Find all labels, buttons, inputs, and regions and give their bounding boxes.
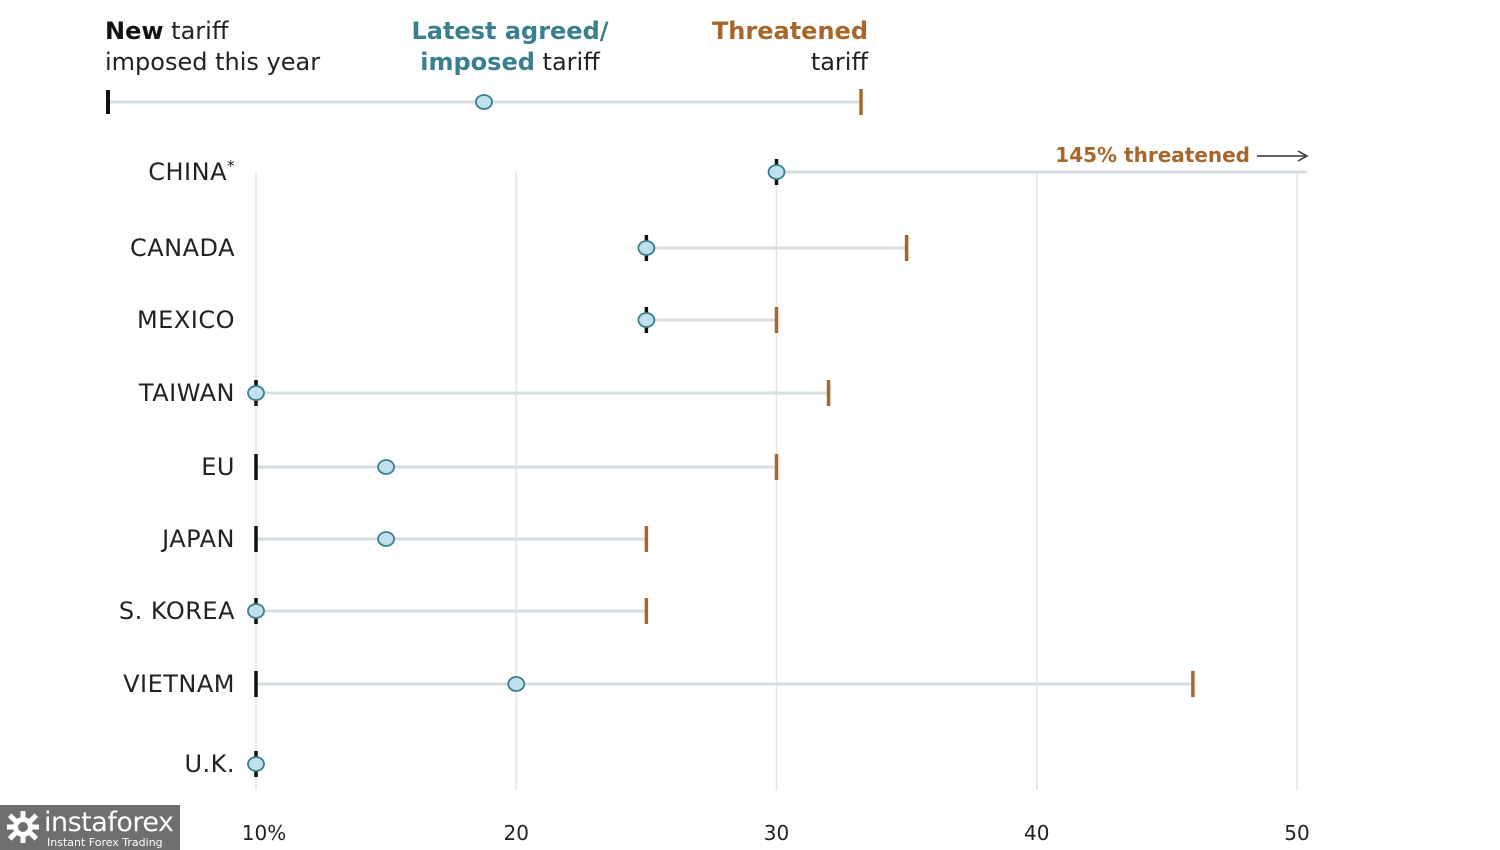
latest-tariff-marker (377, 459, 396, 475)
row-japan: JAPAN (160, 525, 649, 553)
x-tick-label: 50 (1284, 821, 1309, 845)
row-eu: EU (201, 453, 779, 481)
legend-new-line1: New tariff (105, 17, 229, 45)
latest-tariff-marker (247, 756, 265, 772)
watermark-brand: instaforex (44, 807, 174, 838)
gear-logo-icon (7, 811, 39, 843)
country-label: S. KOREA (119, 597, 235, 625)
latest-tariff-marker (637, 312, 656, 328)
legend-latest-marker (475, 94, 493, 110)
country-label: TAIWAN (138, 379, 235, 407)
latest-tariff-marker (247, 603, 265, 619)
row-u-k: U.K. (184, 750, 265, 778)
country-label: JAPAN (160, 525, 235, 553)
latest-tariff-marker (767, 164, 786, 180)
row-mexico: MEXICO (137, 306, 779, 334)
x-tick-label: 20 (504, 821, 529, 845)
country-label: U.K. (184, 750, 235, 778)
country-label: CHINA* (148, 157, 235, 186)
country-label: CANADA (130, 234, 235, 262)
x-tick-label: 40 (1024, 821, 1049, 845)
legend-threatened-line2: tariff (811, 48, 869, 76)
latest-tariff-marker (247, 385, 265, 401)
latest-tariff-marker (507, 676, 526, 692)
row-china: CHINA* 145% threatened (148, 143, 1309, 186)
country-label: EU (201, 453, 235, 481)
watermark: instaforex Instant Forex Trading (0, 805, 180, 850)
country-label: MEXICO (137, 306, 235, 334)
legend-threatened-line1: Threatened (712, 17, 868, 45)
legend-new-line2: imposed this year (105, 48, 320, 76)
watermark-tagline: Instant Forex Trading (47, 836, 163, 849)
legend-latest-line1: Latest agreed/ (411, 17, 608, 45)
threatened-note: 145% threatened (1055, 143, 1250, 167)
row-canada: CANADA (130, 234, 909, 262)
row-vietnam: VIETNAM (123, 670, 1195, 698)
latest-tariff-marker (377, 531, 396, 547)
row-s-korea: S. KOREA (119, 597, 649, 625)
legend: New tariff imposed this year Latest agre… (105, 17, 868, 115)
x-tick-label: 30 (764, 821, 789, 845)
latest-tariff-marker (637, 240, 656, 256)
row-taiwan: TAIWAN (138, 379, 831, 407)
arrow-head-icon (1297, 150, 1309, 162)
rows: CHINA* 145% threatened CANADA MEXICO TAIWAN E… (119, 143, 1309, 778)
gridlines (255, 172, 1298, 790)
country-label: VIETNAM (123, 670, 235, 698)
x-axis: 10% 20 30 40 50 (242, 821, 1310, 845)
legend-latest-line2: imposed tariff (420, 48, 600, 76)
x-tick-label: 10% (242, 821, 286, 845)
